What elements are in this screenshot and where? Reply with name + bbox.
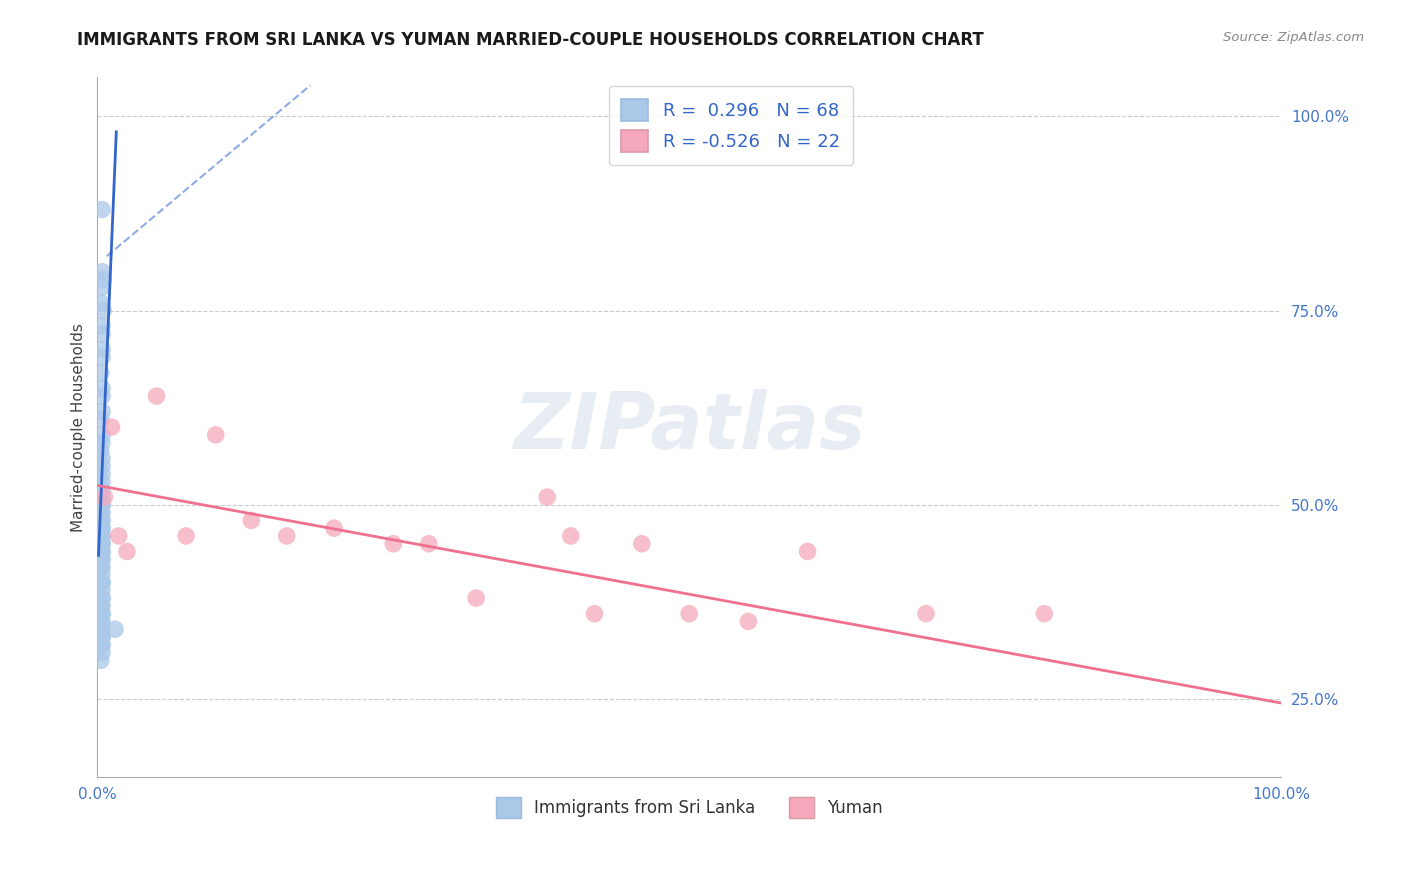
Point bbox=[631, 537, 654, 551]
Point bbox=[91, 467, 114, 481]
Point bbox=[91, 404, 114, 418]
Point bbox=[90, 537, 112, 551]
Point bbox=[91, 622, 114, 636]
Point bbox=[91, 537, 114, 551]
Point bbox=[91, 521, 114, 535]
Point bbox=[91, 575, 114, 590]
Point bbox=[91, 638, 114, 652]
Point bbox=[90, 615, 112, 629]
Y-axis label: Married-couple Households: Married-couple Households bbox=[72, 323, 86, 532]
Point bbox=[90, 599, 112, 613]
Point bbox=[91, 435, 114, 450]
Point bbox=[91, 591, 114, 606]
Point bbox=[90, 560, 112, 574]
Point bbox=[91, 646, 114, 660]
Point bbox=[91, 506, 114, 520]
Point bbox=[91, 490, 114, 504]
Point bbox=[91, 265, 114, 279]
Point bbox=[91, 202, 114, 217]
Point bbox=[90, 521, 112, 535]
Point bbox=[91, 498, 114, 512]
Point bbox=[90, 529, 112, 543]
Point bbox=[91, 498, 114, 512]
Text: IMMIGRANTS FROM SRI LANKA VS YUMAN MARRIED-COUPLE HOUSEHOLDS CORRELATION CHART: IMMIGRANTS FROM SRI LANKA VS YUMAN MARRI… bbox=[77, 31, 984, 49]
Point bbox=[91, 343, 114, 357]
Point bbox=[91, 630, 114, 644]
Point bbox=[91, 319, 114, 334]
Point bbox=[91, 303, 114, 318]
Point bbox=[276, 529, 298, 543]
Point bbox=[90, 295, 112, 310]
Point bbox=[91, 591, 114, 606]
Point bbox=[91, 381, 114, 395]
Point bbox=[91, 350, 114, 364]
Point bbox=[90, 506, 112, 520]
Point bbox=[678, 607, 700, 621]
Point bbox=[382, 537, 405, 551]
Point bbox=[91, 513, 114, 527]
Point bbox=[91, 513, 114, 527]
Point bbox=[91, 560, 114, 574]
Point bbox=[91, 483, 114, 497]
Point bbox=[90, 366, 112, 380]
Legend: Immigrants from Sri Lanka, Yuman: Immigrants from Sri Lanka, Yuman bbox=[489, 791, 890, 824]
Point bbox=[90, 544, 112, 558]
Point bbox=[1033, 607, 1056, 621]
Point bbox=[91, 583, 114, 598]
Point bbox=[560, 529, 582, 543]
Point bbox=[107, 529, 129, 543]
Point bbox=[91, 615, 114, 629]
Point bbox=[91, 451, 114, 466]
Point bbox=[91, 567, 114, 582]
Point bbox=[91, 475, 114, 489]
Point bbox=[90, 443, 112, 458]
Point bbox=[91, 458, 114, 473]
Point bbox=[737, 615, 759, 629]
Point bbox=[240, 513, 263, 527]
Point bbox=[91, 537, 114, 551]
Point bbox=[91, 280, 114, 294]
Point bbox=[174, 529, 197, 543]
Text: ZIPatlas: ZIPatlas bbox=[513, 389, 865, 465]
Point bbox=[465, 591, 488, 606]
Point bbox=[91, 428, 114, 442]
Point bbox=[91, 521, 114, 535]
Point bbox=[93, 490, 115, 504]
Point bbox=[145, 389, 167, 403]
Point bbox=[418, 537, 440, 551]
Point bbox=[91, 638, 114, 652]
Point bbox=[915, 607, 938, 621]
Point bbox=[91, 272, 114, 286]
Point bbox=[100, 420, 122, 434]
Point bbox=[91, 389, 114, 403]
Point bbox=[91, 552, 114, 566]
Point bbox=[204, 428, 226, 442]
Point bbox=[104, 622, 127, 636]
Point bbox=[91, 607, 114, 621]
Point bbox=[91, 630, 114, 644]
Point bbox=[91, 607, 114, 621]
Point bbox=[583, 832, 606, 847]
Point bbox=[115, 544, 138, 558]
Point bbox=[90, 412, 112, 426]
Point bbox=[91, 529, 114, 543]
Point bbox=[90, 560, 112, 574]
Point bbox=[536, 490, 558, 504]
Point bbox=[90, 653, 112, 667]
Point bbox=[91, 575, 114, 590]
Point bbox=[583, 607, 606, 621]
Point bbox=[90, 575, 112, 590]
Point bbox=[91, 544, 114, 558]
Point bbox=[91, 544, 114, 558]
Text: Source: ZipAtlas.com: Source: ZipAtlas.com bbox=[1223, 31, 1364, 45]
Point bbox=[91, 552, 114, 566]
Point bbox=[91, 529, 114, 543]
Point bbox=[91, 326, 114, 341]
Point bbox=[796, 544, 818, 558]
Point bbox=[323, 521, 346, 535]
Point bbox=[91, 599, 114, 613]
